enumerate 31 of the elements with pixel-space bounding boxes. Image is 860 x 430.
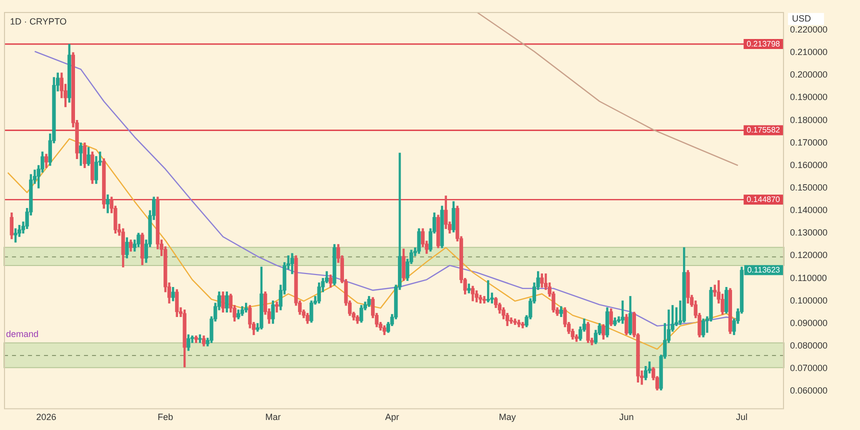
y-tick-label: 0.210000	[790, 47, 828, 58]
y-tick-label: 0.060000	[790, 386, 828, 396]
chart-title: 1D · CRYPTO	[10, 16, 67, 26]
y-tick-label: 0.150000	[790, 182, 828, 193]
ref-line-label: 0.144870	[746, 194, 781, 204]
y-tick-label: 0.190000	[790, 92, 828, 102]
y-tick-label: 0.100000	[790, 295, 828, 306]
y-tick-label: 0.110000	[790, 272, 827, 283]
y-axis-title: USD	[792, 13, 812, 24]
ref-line-label: 0.213798	[746, 39, 781, 48]
y-tick-label: 0.080000	[790, 340, 828, 350]
y-tick-label: 0.170000	[790, 137, 828, 148]
y-tick-label: 0.070000	[790, 363, 828, 374]
x-tick-label: 2026	[36, 412, 56, 422]
annotation: 0.113623	[747, 265, 781, 274]
y-tick-label: 0.220000	[790, 24, 828, 35]
y-tick-label: 0.180000	[790, 114, 828, 125]
ref-line-label: 0.175582	[746, 126, 781, 134]
y-tick-label: 0.120000	[790, 250, 828, 260]
x-tick-label: Feb	[158, 412, 174, 422]
x-tick-label: Jul	[736, 412, 748, 422]
x-tick-label: May	[498, 412, 516, 422]
x-tick-label: Jun	[619, 412, 634, 422]
y-tick-label: 0.200000	[790, 70, 828, 80]
band-label: demand	[6, 328, 39, 339]
x-tick-label: Apr	[385, 412, 400, 422]
y-tick-label: 0.140000	[790, 205, 828, 216]
y-tick-label: 0.090000	[790, 318, 828, 328]
x-tick-label: Mar	[265, 412, 281, 422]
y-tick-label: 0.160000	[790, 160, 828, 170]
y-tick-label: 0.130000	[790, 228, 828, 238]
